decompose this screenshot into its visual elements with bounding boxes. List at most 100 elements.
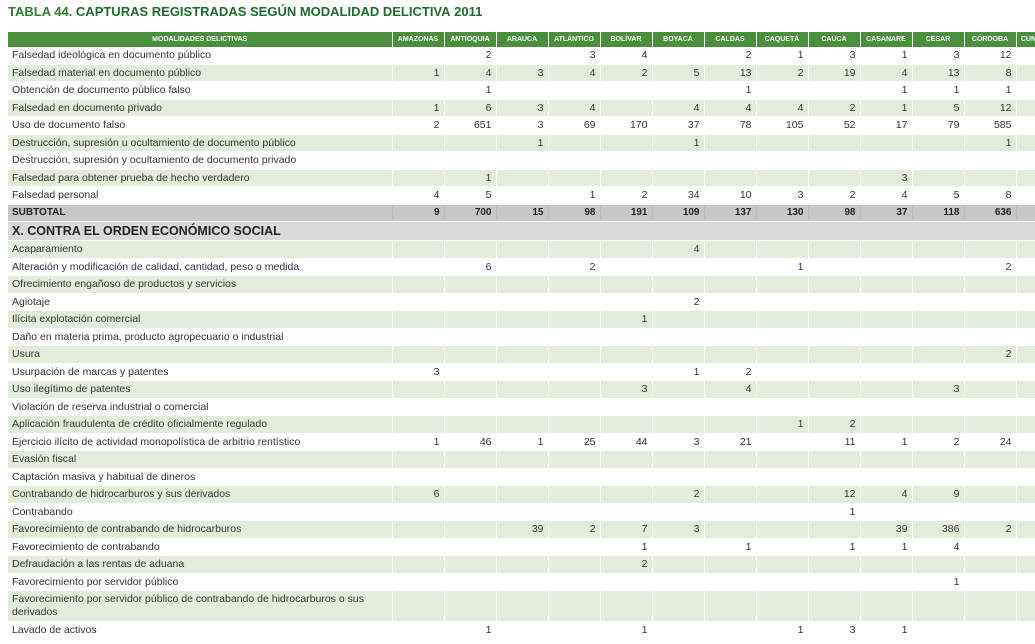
cell-value bbox=[652, 169, 705, 187]
cell-value bbox=[496, 555, 549, 574]
cell-value bbox=[392, 258, 445, 276]
table-number: TABLA 44. bbox=[8, 4, 73, 19]
header-department: CAUCA bbox=[808, 32, 861, 47]
cell-value: 37 bbox=[860, 204, 913, 222]
row-label: Obtención de documento público falso bbox=[8, 81, 393, 100]
cell-value bbox=[1016, 151, 1035, 170]
cell-value bbox=[600, 169, 653, 187]
cell-value bbox=[808, 134, 861, 152]
cell-value bbox=[1016, 573, 1035, 591]
cell-value bbox=[704, 258, 757, 276]
row-label: Usurpación de marcas y patentes bbox=[8, 363, 393, 381]
cell-value bbox=[392, 573, 445, 591]
cell-value: 1 bbox=[756, 621, 809, 640]
cell-value: 5 bbox=[912, 99, 965, 117]
cell-value: 12 bbox=[808, 485, 861, 504]
table-row: Falsedad material en documento público 1 4… bbox=[8, 64, 1035, 82]
cell-value: 3 bbox=[808, 47, 861, 65]
cell-value bbox=[392, 590, 445, 622]
cell-value: 19 bbox=[808, 64, 861, 82]
cell-value: 44 bbox=[600, 433, 653, 451]
cell-value bbox=[756, 328, 809, 346]
cell-value bbox=[912, 450, 965, 469]
cell-value bbox=[548, 503, 601, 521]
cell-value: 2 bbox=[1016, 134, 1035, 152]
cell-value bbox=[496, 345, 549, 364]
cell-value: 2 bbox=[1016, 621, 1035, 640]
cell-value bbox=[756, 520, 809, 539]
cell-value: 2 bbox=[444, 47, 497, 65]
cell-value bbox=[756, 275, 809, 294]
cell-value bbox=[756, 573, 809, 591]
cell-value bbox=[392, 328, 445, 346]
cell-value bbox=[548, 328, 601, 346]
cell-value bbox=[652, 258, 705, 276]
cell-value bbox=[496, 275, 549, 294]
cell-value bbox=[600, 151, 653, 170]
cell-value bbox=[496, 258, 549, 276]
cell-value bbox=[860, 345, 913, 364]
cell-value bbox=[860, 590, 913, 622]
cell-value bbox=[600, 345, 653, 364]
cell-value bbox=[652, 450, 705, 469]
cell-value bbox=[444, 520, 497, 539]
cell-value bbox=[548, 468, 601, 486]
cell-value bbox=[912, 240, 965, 259]
cell-value: 3 bbox=[808, 621, 861, 640]
cell-value bbox=[860, 293, 913, 311]
cell-value bbox=[808, 380, 861, 399]
cell-value: 2 bbox=[912, 433, 965, 451]
cell-value bbox=[600, 485, 653, 504]
cell-value: 39 bbox=[860, 520, 913, 539]
cell-value: 13 bbox=[912, 64, 965, 82]
cell-value bbox=[392, 293, 445, 311]
cell-value bbox=[912, 363, 965, 381]
cell-value bbox=[964, 398, 1017, 416]
cell-value bbox=[704, 555, 757, 574]
table-title-text: CAPTURAS REGISTRADAS SEGÚN MODALIDAD DEL… bbox=[75, 4, 451, 19]
cell-value bbox=[548, 621, 601, 640]
cell-value: 1 bbox=[392, 99, 445, 117]
cell-value: 4 bbox=[392, 186, 445, 205]
cell-value: 5 bbox=[912, 186, 965, 205]
cell-value bbox=[1016, 275, 1035, 294]
cell-value bbox=[444, 398, 497, 416]
cell-value bbox=[444, 380, 497, 399]
cell-value bbox=[652, 310, 705, 329]
cell-value bbox=[392, 47, 445, 65]
cell-value bbox=[600, 258, 653, 276]
cell-value bbox=[964, 485, 1017, 504]
cell-value: 4 bbox=[548, 64, 601, 82]
header-modalidades: MODALIDADES DELICTIVAS bbox=[8, 32, 393, 47]
section-title: X. CONTRA EL ORDEN ECONÓMICO SOCIAL bbox=[8, 221, 1035, 241]
cell-value: 25 bbox=[548, 433, 601, 451]
cell-value bbox=[392, 555, 445, 574]
cell-value bbox=[964, 169, 1017, 187]
cell-value bbox=[704, 240, 757, 259]
cell-value bbox=[392, 310, 445, 329]
cell-value: 11 bbox=[808, 433, 861, 451]
cell-value: 2 bbox=[704, 47, 757, 65]
cell-value bbox=[392, 275, 445, 294]
cell-value bbox=[444, 503, 497, 521]
cell-value: 1 bbox=[600, 621, 653, 640]
cell-value: 1 bbox=[496, 433, 549, 451]
cell-value bbox=[392, 468, 445, 486]
cell-value: 4 bbox=[548, 99, 601, 117]
row-label: Agiotaje bbox=[8, 293, 393, 311]
cell-value: 3 bbox=[860, 169, 913, 187]
cell-value bbox=[1016, 398, 1035, 416]
cell-value bbox=[808, 468, 861, 486]
header-department: CÓRDOBA bbox=[964, 32, 1017, 47]
cell-value: 3 bbox=[912, 47, 965, 65]
cell-value: 4 bbox=[704, 99, 757, 117]
cell-value bbox=[912, 134, 965, 152]
cell-value bbox=[860, 363, 913, 381]
cell-value: 2 bbox=[392, 116, 445, 135]
cell-value: 37 bbox=[652, 116, 705, 135]
table-row: Falsedad en documento privado 1 6 3 4 4 4 4 2 1 5 1… bbox=[8, 99, 1035, 117]
cell-value bbox=[392, 345, 445, 364]
cell-value: 137 bbox=[704, 204, 757, 222]
cell-value: 1 bbox=[1016, 450, 1035, 469]
cell-value bbox=[600, 590, 653, 622]
